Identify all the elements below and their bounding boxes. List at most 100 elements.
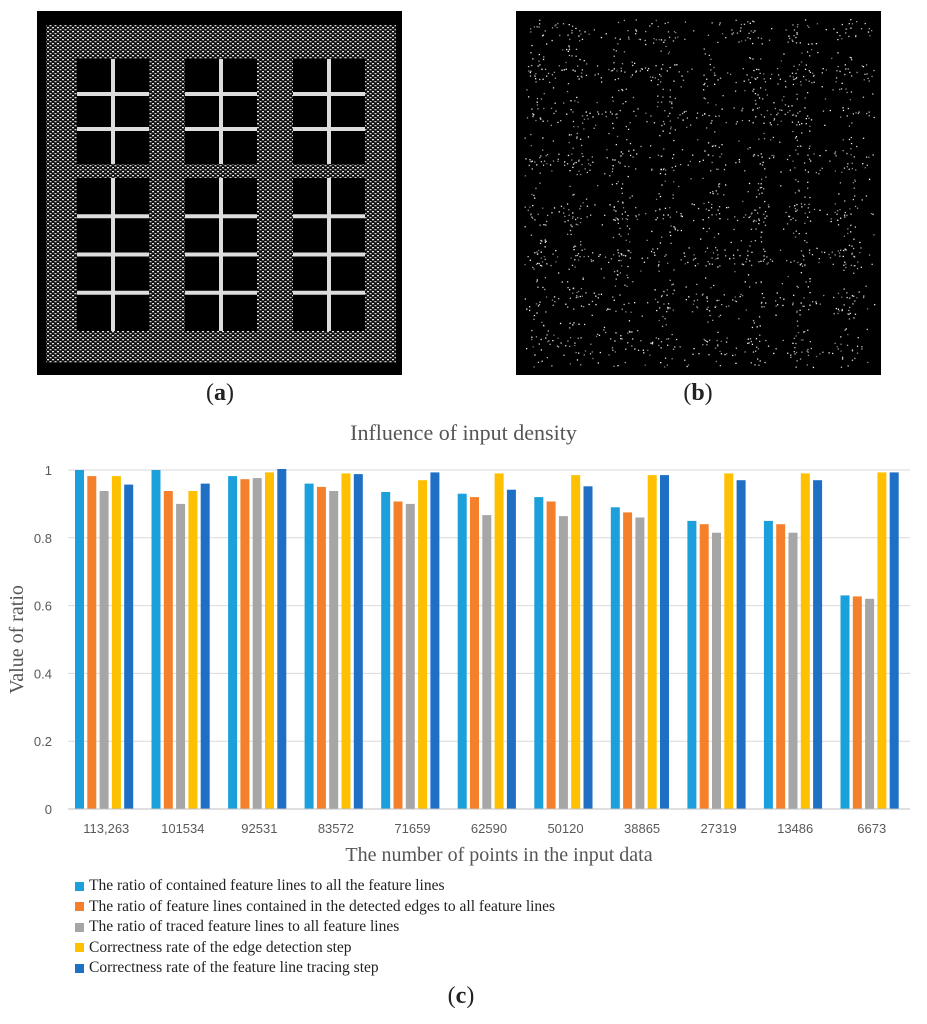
edge-point-scatter <box>524 19 876 369</box>
bar-chart: 0 0.2 0.4 0.6 0.8 1 Value of ratio 113,263 10153… <box>6 463 910 866</box>
bar-3-83572 <box>329 491 339 809</box>
bar-2-113,263 <box>87 476 97 809</box>
window-frame-3 <box>293 59 365 331</box>
chart-title: Influence of input density <box>350 420 577 445</box>
bar-4-101534 <box>188 491 198 809</box>
legend-label: Correctness rate of the feature line tra… <box>89 959 379 977</box>
bar-3-27319 <box>712 532 721 809</box>
bar-4-6673 <box>877 472 887 809</box>
bar-1-92531 <box>228 476 238 809</box>
point-cloud-window-drawing <box>46 25 396 363</box>
bar-5-50120 <box>583 486 593 809</box>
bar-1-13486 <box>763 520 773 809</box>
bar-5-62590 <box>506 489 516 809</box>
y-tick-label: 1 <box>45 463 52 478</box>
bar-4-38865 <box>647 475 657 809</box>
bar-3-71659 <box>405 503 415 809</box>
legend-swatch <box>75 881 84 891</box>
bar-5-83572 <box>353 474 363 809</box>
bar-1-27319 <box>687 520 697 809</box>
bar-3-50120 <box>558 516 568 809</box>
window-frame-2 <box>185 59 257 331</box>
point-cloud-image-a <box>37 11 402 375</box>
x-tick-label: 38865 <box>624 821 660 836</box>
legend-item-5: Correctness rate of the feature line tra… <box>75 958 555 979</box>
edge-points-image-b <box>516 11 881 375</box>
bar-4-27319 <box>724 473 734 809</box>
bar-4-13486 <box>800 473 810 809</box>
bar-1-71659 <box>381 492 391 809</box>
bar-4-50120 <box>571 475 581 809</box>
x-tick-label: 71659 <box>394 821 430 836</box>
x-tick-label: 101534 <box>161 821 204 836</box>
bar-4-83572 <box>341 473 351 809</box>
x-tick-label: 27319 <box>701 821 737 836</box>
x-tick-label: 92531 <box>241 821 277 836</box>
bar-2-62590 <box>470 497 479 809</box>
legend-swatch <box>75 943 84 953</box>
bar-2-6673 <box>852 596 862 809</box>
caption-a: (a) <box>206 380 234 406</box>
legend-swatch <box>75 902 84 912</box>
bar-5-27319 <box>736 480 746 809</box>
window-frame-1 <box>77 59 149 331</box>
bar-4-92531 <box>265 472 274 809</box>
bar-5-113,263 <box>124 484 134 809</box>
bar-2-71659 <box>393 501 403 809</box>
x-tick-label: 50120 <box>547 821 583 836</box>
bar-4-71659 <box>418 480 428 809</box>
bar-4-113,263 <box>111 476 121 809</box>
legend-item-4: Correctness rate of the edge detection s… <box>75 938 555 959</box>
bar-1-101534 <box>151 470 161 809</box>
bar-2-50120 <box>546 501 556 809</box>
bar-2-13486 <box>776 524 786 809</box>
y-tick-label: 0.6 <box>34 599 52 614</box>
bar-5-101534 <box>200 483 210 809</box>
y-tick-label: 0 <box>45 802 52 817</box>
legend-swatch <box>75 963 84 973</box>
bar-3-101534 <box>176 503 186 809</box>
x-tick-label: 113,263 <box>83 821 129 836</box>
chart-legend: The ratio of contained feature lines to … <box>75 876 555 979</box>
legend-item-2: The ratio of feature lines contained in … <box>75 897 555 918</box>
bar-3-113,263 <box>99 491 109 809</box>
x-tick-label: 83572 <box>318 821 354 836</box>
caption-c: (c) <box>447 983 475 1009</box>
bar-1-83572 <box>304 483 314 809</box>
edge-points-drawing <box>524 19 876 369</box>
legend-item-1: The ratio of contained feature lines to … <box>75 876 555 897</box>
y-axis-label: Value of ratio <box>6 585 28 694</box>
bar-3-6673 <box>865 598 875 809</box>
y-tick-label: 0.2 <box>34 734 52 749</box>
x-axis-label: The number of points in the input data <box>345 844 652 866</box>
bar-1-6673 <box>840 595 850 809</box>
bar-1-113,263 <box>75 470 84 809</box>
bar-3-38865 <box>635 517 645 809</box>
y-tick-label: 0.4 <box>34 666 52 681</box>
bar-2-83572 <box>316 486 326 809</box>
legend-label: The ratio of traced feature lines to all… <box>89 918 400 936</box>
bar-1-50120 <box>534 497 544 809</box>
bar-1-62590 <box>457 493 467 809</box>
x-tick-label: 62590 <box>471 821 507 836</box>
legend-swatch <box>75 922 84 932</box>
bar-5-92531 <box>277 469 287 809</box>
bar-5-71659 <box>430 472 440 809</box>
legend-label: The ratio of feature lines contained in … <box>89 897 556 915</box>
bar-5-13486 <box>813 480 823 809</box>
bar-2-92531 <box>240 479 250 809</box>
legend-label: The ratio of contained feature lines to … <box>89 877 445 895</box>
bar-3-92531 <box>252 478 262 809</box>
bar-2-101534 <box>163 491 173 809</box>
x-tick-label: 13486 <box>777 821 813 836</box>
bar-5-6673 <box>889 472 899 809</box>
bar-1-38865 <box>610 507 620 809</box>
legend-label: Correctness rate of the edge detection s… <box>89 938 352 956</box>
x-tick-label: 6673 <box>857 821 886 836</box>
bar-5-38865 <box>660 475 669 809</box>
bar-2-38865 <box>623 512 633 809</box>
bar-3-13486 <box>788 532 798 809</box>
y-tick-label: 0.8 <box>34 531 52 546</box>
bar-4-62590 <box>494 473 504 809</box>
bar-2-27319 <box>699 524 709 809</box>
